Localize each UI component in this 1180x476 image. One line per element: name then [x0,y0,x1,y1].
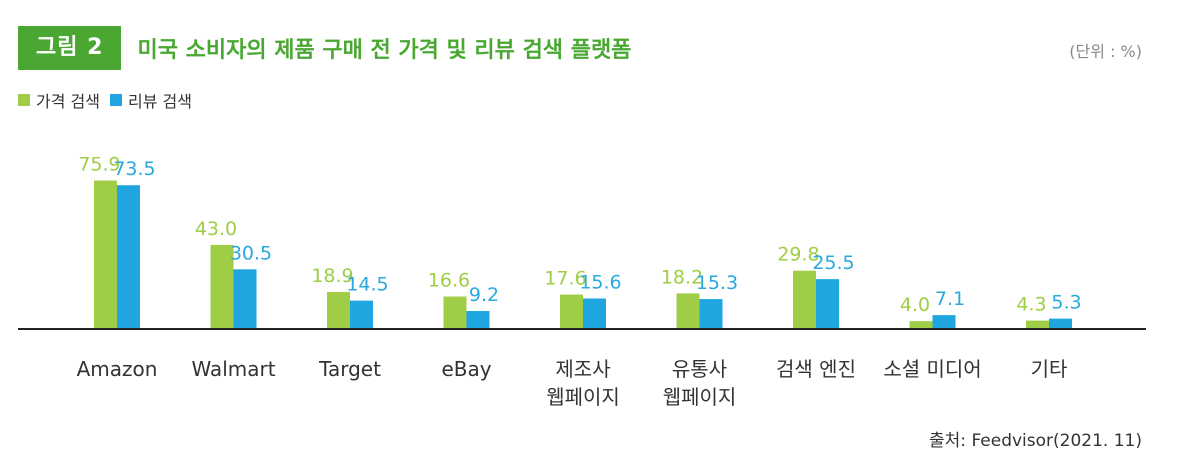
data-label-price-0: 75.9 [78,154,120,176]
legend: 가격 검색 리뷰 검색 [18,88,202,112]
category-label-4-line2: 웹페이지 [546,385,620,409]
bar-review-2 [350,300,373,329]
legend-swatch-review [109,94,122,106]
bar-review-5 [699,299,723,329]
data-label-price-6: 29.8 [777,244,819,266]
data-label-review-3: 9.2 [469,284,499,306]
category-label-6: 검색 엔진 [776,357,856,381]
legend-label-review: 리뷰 검색 [127,92,192,111]
category-label-1: Walmart [191,357,275,381]
legend-item-price: 가격 검색 [18,88,100,112]
data-label-review-8: 5.3 [1051,292,1081,314]
data-label-review-5: 15.3 [696,272,738,294]
category-label-8: 기타 [1031,357,1068,381]
data-label-review-4: 15.6 [579,271,621,293]
figure-label: 그림 2 [18,26,122,70]
bar-review-4 [583,298,606,329]
data-label-price-5: 18.2 [661,266,703,288]
category-label-4: 제조사 [555,357,610,381]
bar-review-3 [466,311,490,329]
category-label-5: 유통사 [672,357,727,381]
data-label-review-0: 73.5 [113,158,155,180]
data-label-price-4: 17.6 [544,268,586,290]
bar-review-1 [233,269,257,329]
bar-price-3 [443,296,467,329]
bar-price-2 [327,292,350,329]
bar-price-4 [560,294,583,329]
category-label-0: Amazon [77,357,158,381]
data-label-price-3: 16.6 [428,270,470,292]
bar-review-6 [816,279,839,329]
bar-price-5 [676,293,700,329]
bar-price-1 [210,244,234,329]
chart-title: 미국 소비자의 제품 구매 전 가격 및 리뷰 검색 플랫폼 [137,38,632,63]
data-label-review-7: 7.1 [935,288,965,310]
bar-review-7 [932,315,956,329]
unit-label: (단위 : %) [1069,42,1142,61]
legend-item-review: 리뷰 검색 [109,88,192,112]
bar-price-8 [1026,320,1049,329]
legend-label-price: 가격 검색 [36,92,100,111]
bar-price-6 [793,270,816,329]
bar-price-0 [94,180,117,329]
bar-review-0 [117,185,140,329]
data-label-review-1: 30.5 [230,242,272,264]
legend-swatch-price [18,94,30,106]
source-note: 출처: Feedvisor(2021. 11) [929,431,1142,451]
category-label-7: 소셜 미디어 [883,357,981,381]
category-label-2: Target [318,357,381,381]
bar-review-8 [1049,318,1072,329]
data-label-price-1: 43.0 [195,218,237,240]
bar-price-7 [909,321,933,329]
data-label-price-2: 18.9 [311,265,353,287]
data-label-review-6: 25.5 [812,252,854,274]
data-label-review-2: 14.5 [346,274,388,296]
data-label-price-8: 4.3 [1016,294,1046,316]
data-label-price-7: 4.0 [900,294,930,316]
category-label-3: eBay [441,357,491,381]
chart-header: 그림 2 미국 소비자의 제품 구매 전 가격 및 리뷰 검색 플랫폼 [18,26,631,70]
category-label-5-line2: 웹페이지 [663,385,737,409]
